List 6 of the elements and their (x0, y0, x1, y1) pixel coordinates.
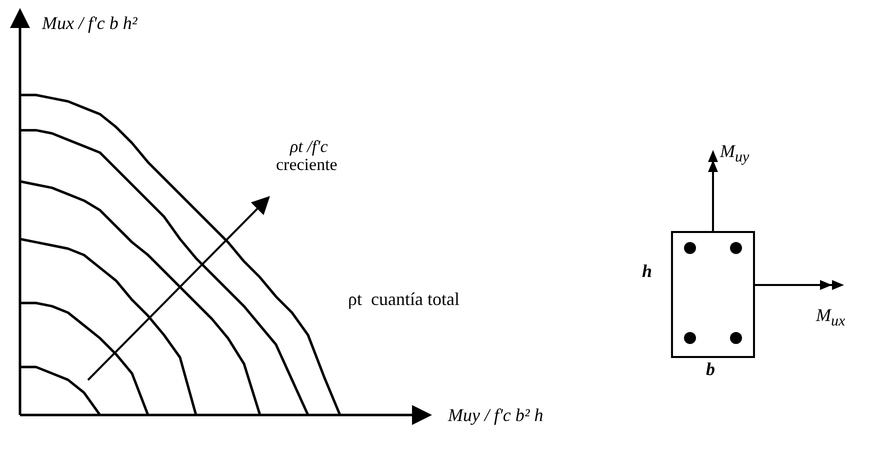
x-axis-title: Muy / f'c b² h (447, 405, 544, 425)
text: b (706, 359, 715, 379)
annotation: ρt /f'c creciente (276, 137, 338, 174)
annotation: ρt cuantía total (348, 289, 460, 309)
text: h (642, 261, 652, 281)
y-axis-title: Mux / f'c b h² (41, 13, 138, 33)
